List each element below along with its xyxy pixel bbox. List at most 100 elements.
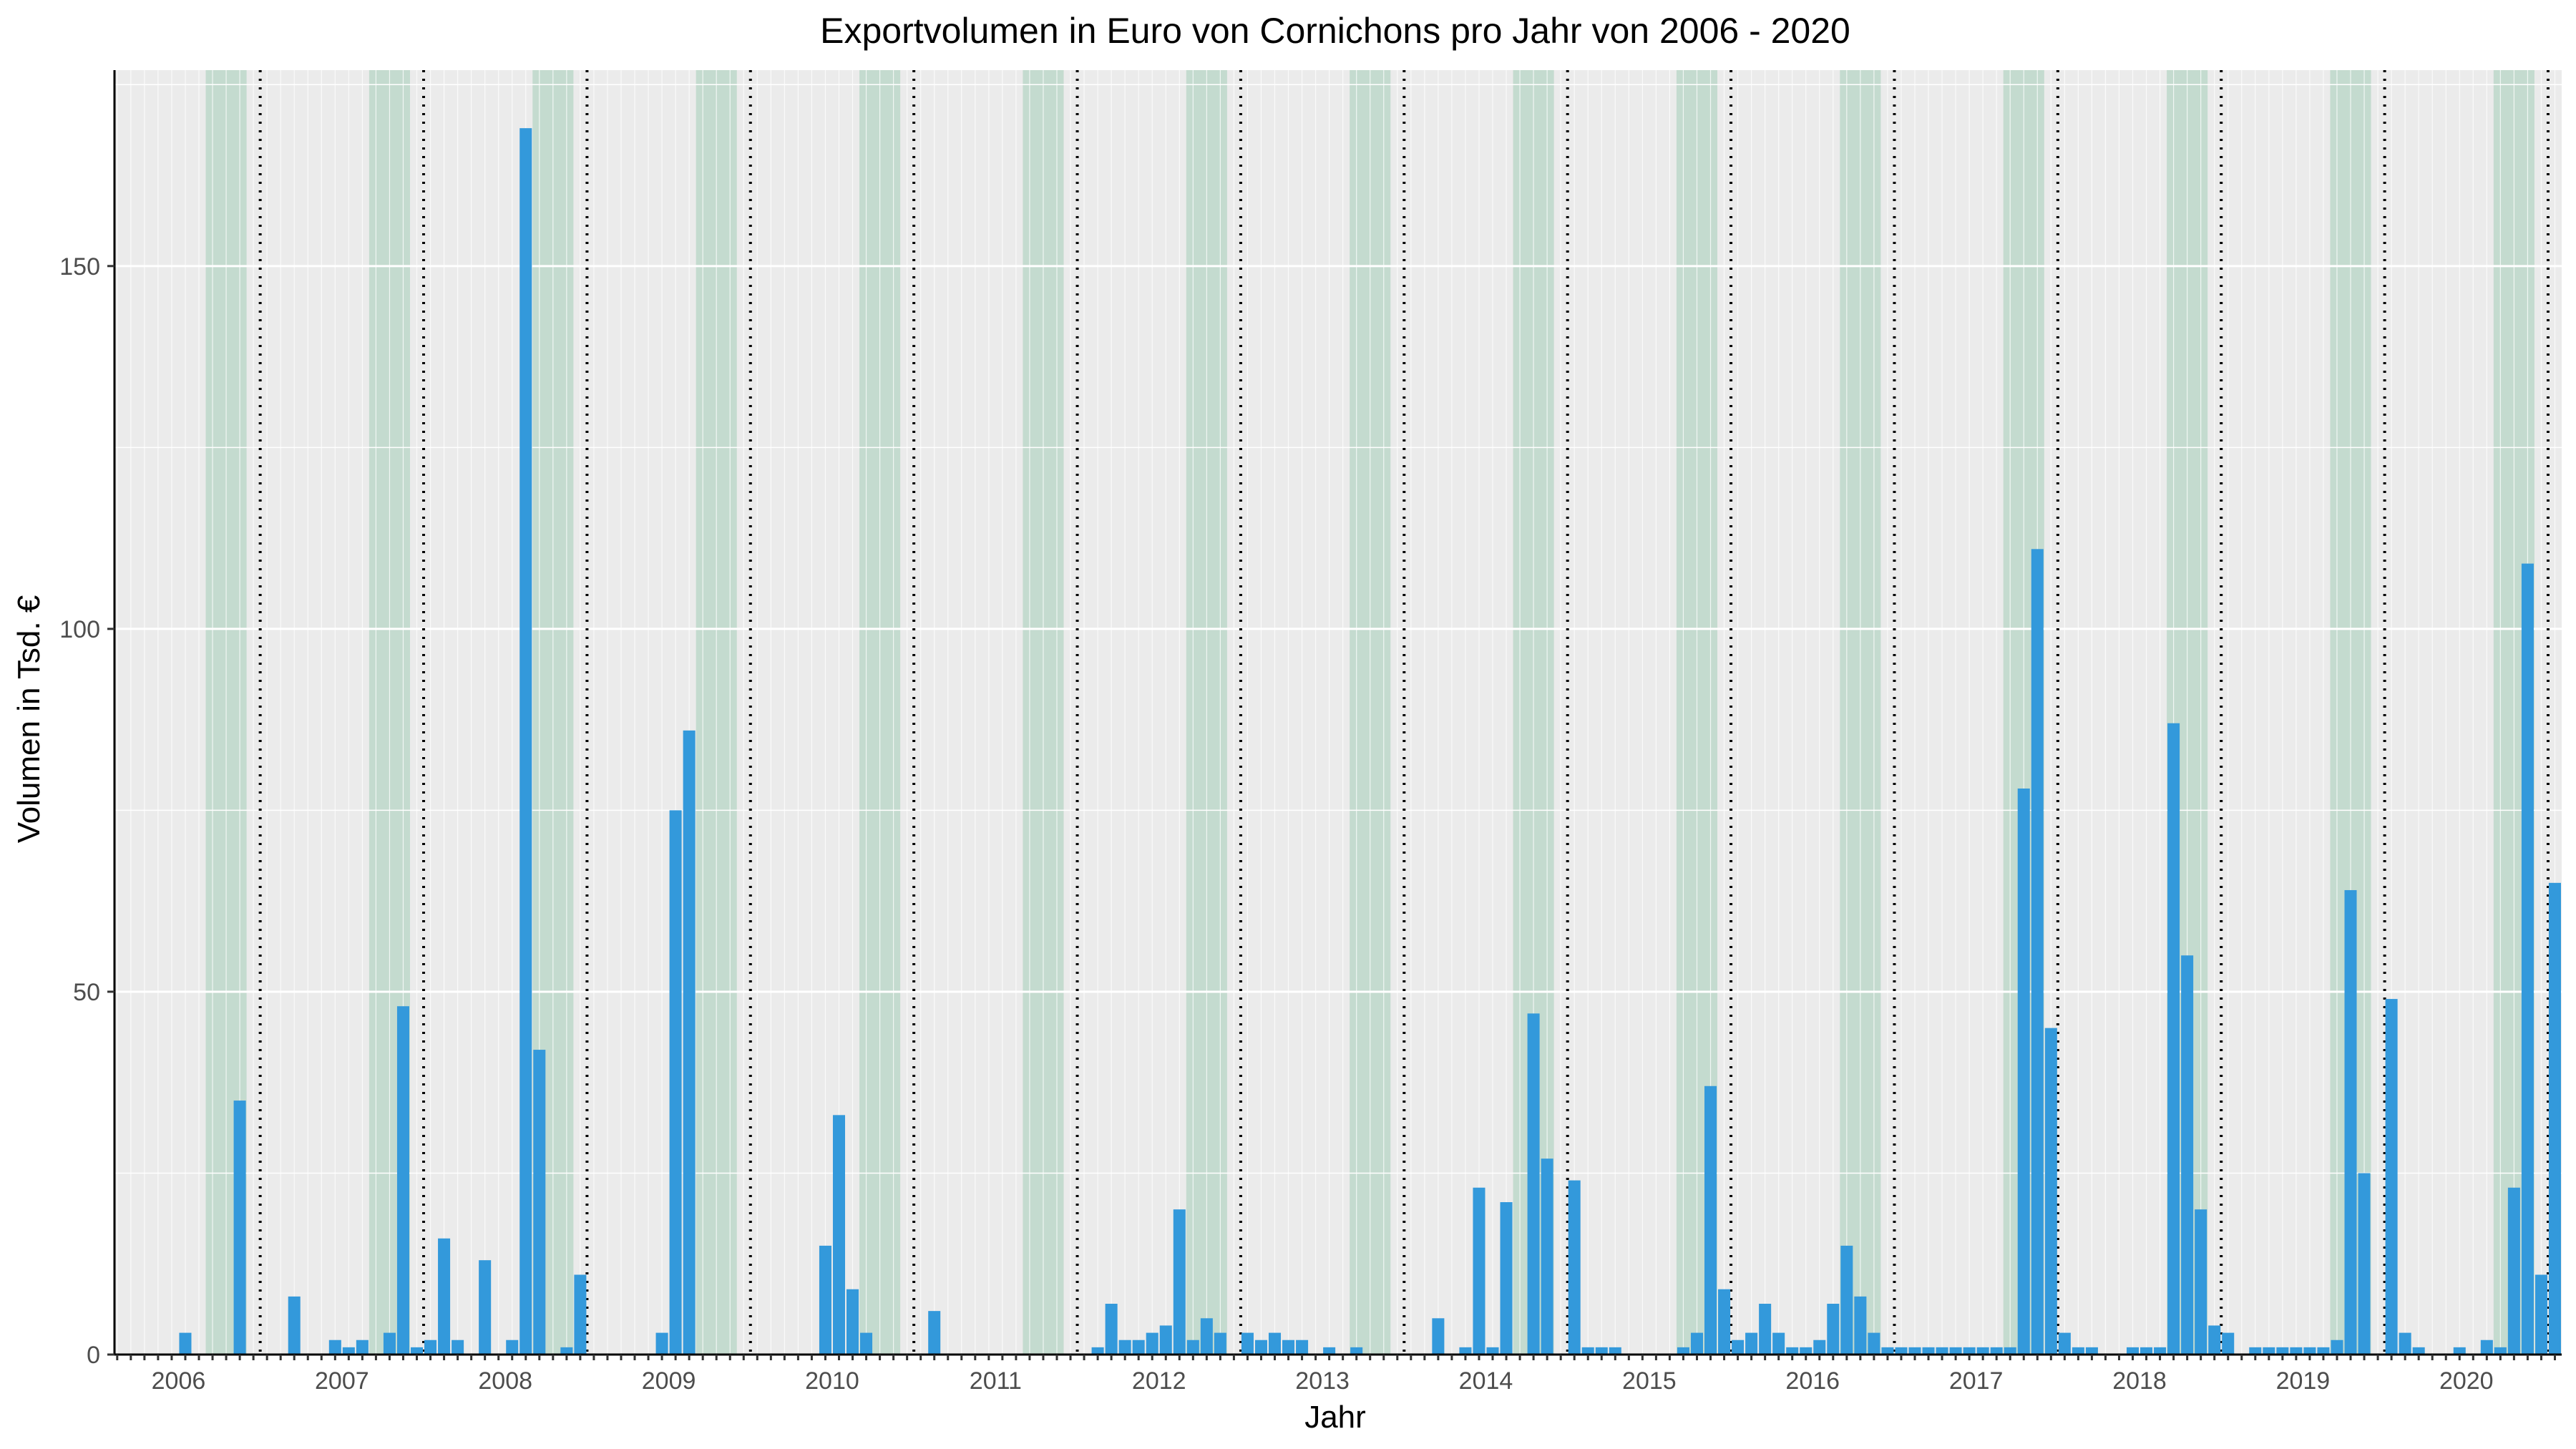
bar: [1936, 1347, 1948, 1355]
bar: [2044, 1028, 2057, 1355]
bar: [356, 1340, 369, 1355]
bar: [1432, 1318, 1445, 1355]
bar: [2480, 1340, 2493, 1355]
bar: [928, 1311, 941, 1355]
bar: [424, 1340, 437, 1355]
bar: [1323, 1347, 1336, 1355]
y-tick-label: 150: [59, 253, 100, 280]
bar: [1745, 1332, 1758, 1355]
bar: [2208, 1325, 2221, 1355]
bar-series: [179, 128, 2561, 1355]
x-tick-label: 2008: [478, 1367, 532, 1395]
y-tick-label: 0: [87, 1342, 100, 1369]
x-tick-label: 2013: [1295, 1367, 1350, 1395]
bar: [655, 1332, 668, 1355]
bar: [2276, 1347, 2289, 1355]
bar: [2126, 1347, 2140, 1355]
bar: [452, 1340, 464, 1355]
bar: [2494, 1347, 2507, 1355]
bar: [533, 1050, 546, 1355]
bar: [1840, 1245, 1853, 1355]
bar: [1813, 1340, 1826, 1355]
bar: [233, 1101, 246, 1355]
bar: [2507, 1187, 2520, 1355]
bar: [1732, 1340, 1745, 1355]
y-axis-title: Volumen in Tsd. €: [11, 595, 47, 844]
bar: [396, 1006, 409, 1355]
bar: [1786, 1347, 1799, 1355]
bar: [1963, 1347, 1976, 1355]
bar: [1976, 1347, 1989, 1355]
bar: [1800, 1347, 1813, 1355]
bar: [1949, 1347, 1962, 1355]
bar: [1296, 1340, 1309, 1355]
bar: [2317, 1347, 2330, 1355]
bar: [2085, 1347, 2098, 1355]
bar: [2154, 1347, 2167, 1355]
bar: [1827, 1304, 1840, 1355]
bar: [1282, 1340, 1295, 1355]
bar: [2031, 549, 2044, 1355]
bar: [438, 1238, 451, 1355]
bar: [2058, 1332, 2071, 1355]
bar: [479, 1260, 492, 1355]
bar: [2303, 1347, 2316, 1355]
bar: [1146, 1332, 1158, 1355]
y-tick-label: 50: [73, 979, 100, 1006]
bar: [1922, 1347, 1935, 1355]
x-tick-label: 2011: [970, 1367, 1022, 1395]
bar: [1704, 1085, 1717, 1355]
bar: [847, 1289, 859, 1355]
bar: [2004, 1347, 2016, 1355]
bar: [2521, 563, 2534, 1355]
bar: [1486, 1347, 1499, 1355]
chart-title: Exportvolumen in Euro von Cornichons pro…: [820, 11, 1850, 51]
x-tick-label: 2010: [805, 1367, 859, 1395]
bar: [819, 1245, 831, 1355]
bar: [1690, 1332, 1704, 1355]
bar: [342, 1347, 355, 1355]
bar: [574, 1274, 587, 1355]
x-tick-label: 2006: [152, 1367, 206, 1395]
bar: [560, 1347, 573, 1355]
bar: [683, 730, 696, 1355]
bar: [1908, 1347, 1921, 1355]
bar: [860, 1332, 873, 1355]
y-tick-label: 100: [59, 616, 100, 643]
bar: [2195, 1209, 2207, 1355]
x-tick-label: 2015: [1622, 1367, 1677, 1395]
bar: [1772, 1332, 1785, 1355]
x-tick-label: 2007: [315, 1367, 369, 1395]
bar: [519, 128, 532, 1355]
bar: [2072, 1347, 2084, 1355]
bar: [2249, 1347, 2262, 1355]
bar: [1677, 1347, 1689, 1355]
bar: [1854, 1296, 1867, 1355]
bar: [2358, 1173, 2371, 1355]
x-tick-label: 2019: [2276, 1367, 2331, 1395]
bar: [1173, 1209, 1186, 1355]
bar: [288, 1296, 301, 1355]
bar: [410, 1347, 424, 1355]
bar: [1254, 1340, 1267, 1355]
x-tick-label: 2009: [642, 1367, 696, 1395]
bar: [2344, 889, 2357, 1355]
x-tick-label: 2018: [2112, 1367, 2167, 1395]
bar: [1990, 1347, 2003, 1355]
bar: [669, 810, 682, 1355]
bar: [2290, 1347, 2303, 1355]
bar: [2331, 1340, 2343, 1355]
bar: [1241, 1332, 1254, 1355]
bar: [1541, 1158, 1553, 1355]
x-tick-label: 2017: [1949, 1367, 2004, 1395]
bar: [2534, 1274, 2547, 1355]
bar: [1895, 1347, 1908, 1355]
x-tick-label: 2016: [1785, 1367, 1840, 1395]
x-axis-ticks: 2006 2007 2008 2009 2010 2011 2012 2013 2014 2015…: [152, 1367, 2494, 1395]
bar: [1881, 1347, 1894, 1355]
bar: [2017, 788, 2030, 1355]
bar: [383, 1332, 396, 1355]
bar: [2399, 1332, 2411, 1355]
x-tick-label: 2012: [1132, 1367, 1186, 1395]
bar: [1159, 1325, 1172, 1355]
